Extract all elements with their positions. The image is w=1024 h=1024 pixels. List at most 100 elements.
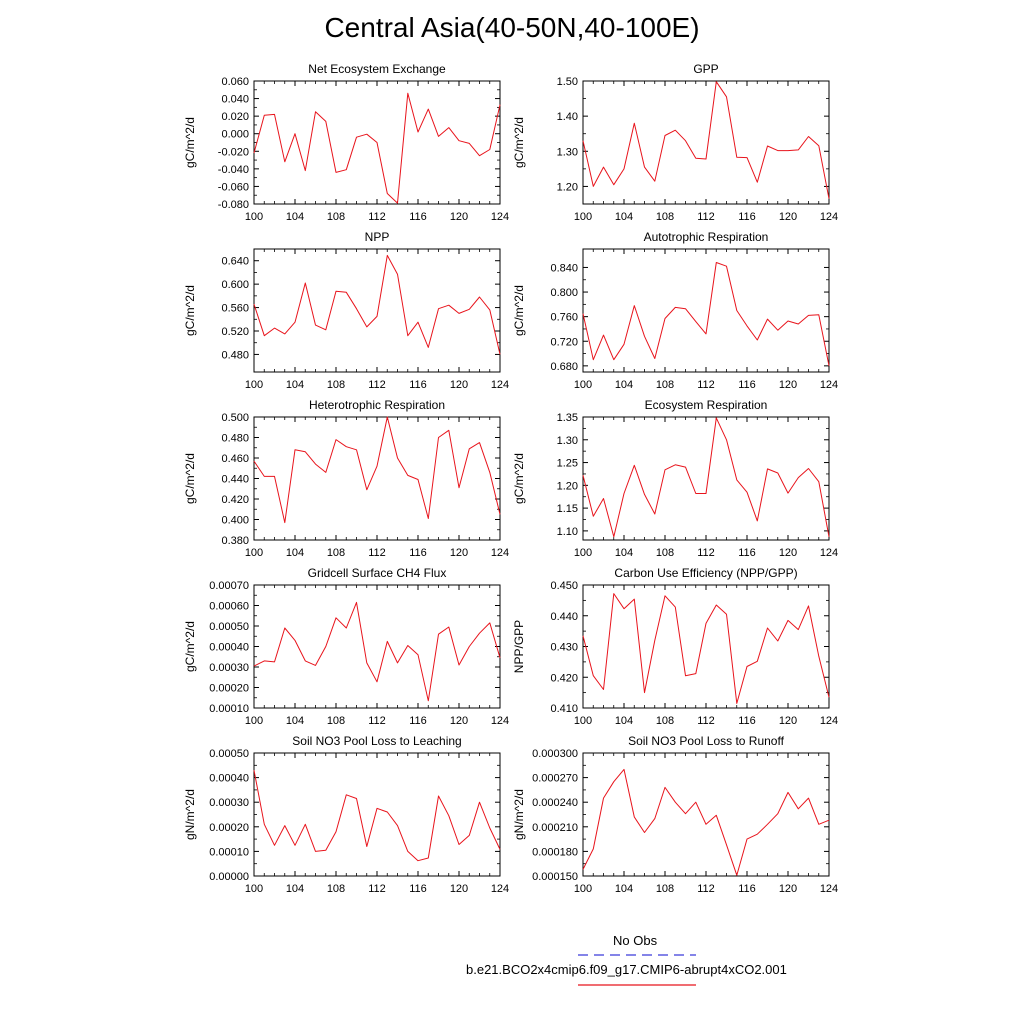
x-tick-label: 120 [450, 379, 468, 391]
x-tick-label: 112 [368, 547, 386, 559]
x-tick-label: 116 [738, 715, 756, 727]
chart-panel-10: Soil NO3 Pool Loss to Runoff gN/m^2/d 100 1… [512, 734, 838, 895]
y-tick-label: 0.480 [221, 349, 249, 361]
y-tick-label: 0.000240 [532, 797, 578, 809]
y-tick-label: 0.500 [221, 412, 249, 424]
series-line [253, 416, 501, 524]
x-tick-label: 104 [286, 211, 304, 223]
x-tick-label: 116 [738, 547, 756, 559]
x-tick-label: 108 [327, 547, 345, 559]
y-tick-label: 0.00000 [209, 871, 249, 883]
x-tick-label: 104 [615, 379, 633, 391]
y-tick-label: 0.00010 [209, 703, 249, 715]
x-tick-label: 104 [615, 883, 633, 895]
x-tick-label: 112 [697, 211, 715, 223]
y-tick-label: 0.420 [550, 672, 578, 684]
y-tick-label: 0.380 [221, 535, 249, 547]
chart-panel-9: Soil NO3 Pool Loss to Leaching gN/m^2/d 10… [183, 734, 509, 895]
y-tick-label: 0.00050 [209, 621, 249, 633]
y-tick-label: 1.30 [557, 435, 578, 447]
y-tick-label: -0.040 [218, 164, 249, 176]
x-tick-label: 124 [491, 715, 509, 727]
x-tick-label: 116 [409, 715, 427, 727]
y-tick-label: 0.00040 [209, 642, 249, 654]
panel-title: Gridcell Surface CH4 Flux [308, 566, 447, 580]
x-tick-label: 112 [368, 883, 386, 895]
y-tick-label: 0.020 [221, 111, 249, 123]
x-tick-label: 112 [368, 379, 386, 391]
x-tick-label: 124 [491, 379, 509, 391]
y-tick-label: 0.00070 [209, 580, 249, 592]
chart-panel-1: Net Ecosystem Exchange gC/m^2/d 100 104 108 1… [183, 62, 509, 223]
y-tick-label: 0.520 [221, 326, 249, 338]
y-tick-label: 0.680 [550, 361, 578, 373]
x-tick-label: 120 [779, 379, 797, 391]
series-line [582, 417, 830, 538]
panel-title: GPP [693, 62, 718, 76]
x-tick-label: 108 [656, 883, 674, 895]
y-axis-label: gN/m^2/d [183, 789, 197, 840]
x-tick-label: 116 [409, 883, 427, 895]
y-tick-label: 0.00030 [209, 662, 249, 674]
y-tick-label: 0.000150 [532, 871, 578, 883]
x-tick-label: 124 [491, 883, 509, 895]
y-tick-label: -0.060 [218, 181, 249, 193]
y-axis-label: gC/m^2/d [183, 453, 197, 504]
y-tick-label: 1.50 [557, 76, 578, 88]
chart-panel-4: Autotrophic Respiration gC/m^2/d 100 104 108… [512, 230, 838, 391]
plot-frame [582, 80, 830, 205]
x-tick-label: 104 [286, 883, 304, 895]
y-axis-label: gC/m^2/d [183, 621, 197, 672]
chart-panel-7: Gridcell Surface CH4 Flux gC/m^2/d 100 104 1… [183, 566, 509, 727]
legend-obs-label: No Obs [613, 933, 658, 948]
y-tick-label: 0.000270 [532, 773, 578, 785]
series-line [253, 254, 501, 355]
x-tick-label: 120 [450, 547, 468, 559]
y-axis-label: gC/m^2/d [512, 285, 526, 336]
series-line [582, 81, 830, 199]
y-tick-label: 0.440 [221, 474, 249, 486]
chart-panel-6: Ecosystem Respiration gC/m^2/d 100 104 108 11… [512, 398, 838, 559]
x-tick-label: 124 [820, 883, 838, 895]
x-tick-label: 124 [491, 211, 509, 223]
x-tick-label: 124 [820, 547, 838, 559]
x-tick-label: 116 [738, 211, 756, 223]
y-tick-label: 0.410 [550, 703, 578, 715]
x-tick-label: 116 [738, 379, 756, 391]
x-tick-label: 100 [574, 547, 592, 559]
y-tick-label: 1.20 [557, 181, 578, 193]
y-tick-label: -0.080 [218, 199, 249, 211]
plot-frame [253, 752, 501, 877]
x-tick-label: 100 [245, 715, 263, 727]
y-tick-label: 1.40 [557, 111, 578, 123]
y-tick-label: 0.00020 [209, 822, 249, 834]
y-tick-label: 0.720 [550, 336, 578, 348]
panel-title: NPP [365, 230, 390, 244]
x-tick-label: 100 [574, 379, 592, 391]
plot-frame [253, 248, 501, 373]
y-tick-label: 1.10 [557, 526, 578, 538]
y-tick-label: 0.560 [221, 303, 249, 315]
y-tick-label: 0.640 [221, 256, 249, 268]
x-tick-label: 120 [779, 715, 797, 727]
chart-panel-5: Heterotrophic Respiration gC/m^2/d 100 104 1… [183, 398, 509, 559]
x-tick-label: 100 [574, 715, 592, 727]
x-tick-label: 112 [697, 883, 715, 895]
y-axis-label: gC/m^2/d [512, 453, 526, 504]
x-tick-label: 108 [656, 379, 674, 391]
chart-panel-3: NPP gC/m^2/d 100 104 108 112 116 120 124 0.480 0.5… [183, 230, 509, 391]
plot-frame [582, 248, 830, 373]
x-tick-label: 100 [245, 211, 263, 223]
panel-title: Net Ecosystem Exchange [308, 62, 446, 76]
x-tick-label: 108 [327, 715, 345, 727]
x-tick-label: 100 [574, 883, 592, 895]
x-tick-label: 104 [286, 715, 304, 727]
y-tick-label: 0.00020 [209, 683, 249, 695]
y-axis-label: gC/m^2/d [512, 117, 526, 168]
panel-title: Ecosystem Respiration [645, 398, 768, 412]
x-tick-label: 104 [615, 211, 633, 223]
legend-model-label: b.e21.BCO2x4cmip6.f09_g17.CMIP6-abrupt4x… [466, 962, 787, 977]
x-tick-label: 112 [368, 211, 386, 223]
x-tick-label: 124 [820, 211, 838, 223]
